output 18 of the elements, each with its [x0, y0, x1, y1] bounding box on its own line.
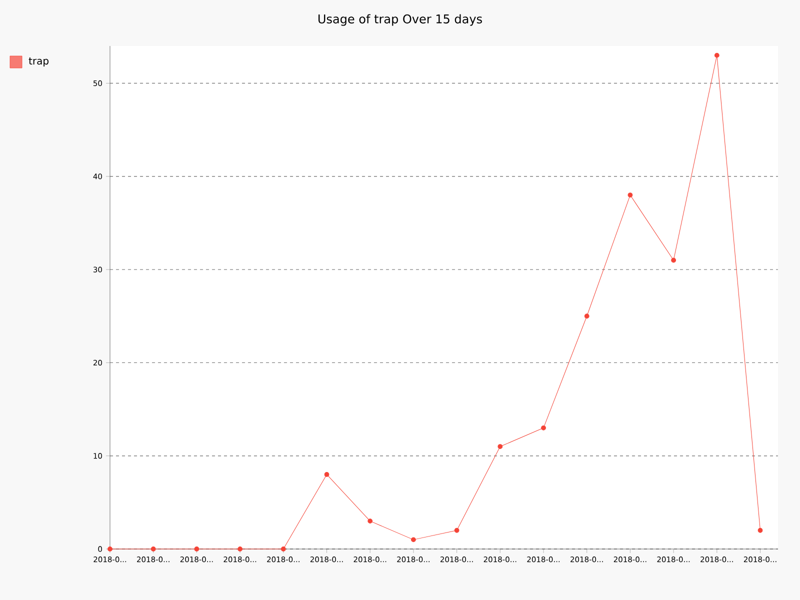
point [628, 192, 633, 198]
point [671, 258, 676, 263]
point [324, 472, 330, 477]
point [150, 546, 156, 552]
point [541, 425, 546, 430]
point [714, 52, 720, 58]
point [454, 528, 460, 533]
point [498, 444, 503, 449]
point [411, 537, 416, 542]
point [194, 546, 200, 552]
point [238, 546, 243, 552]
point [108, 546, 112, 552]
legend-label: trap [28, 57, 48, 67]
point [368, 518, 373, 524]
point [584, 314, 590, 319]
point [280, 546, 286, 552]
chart-title: Usage of trap Over 15 days [318, 14, 482, 26]
point [758, 528, 763, 533]
